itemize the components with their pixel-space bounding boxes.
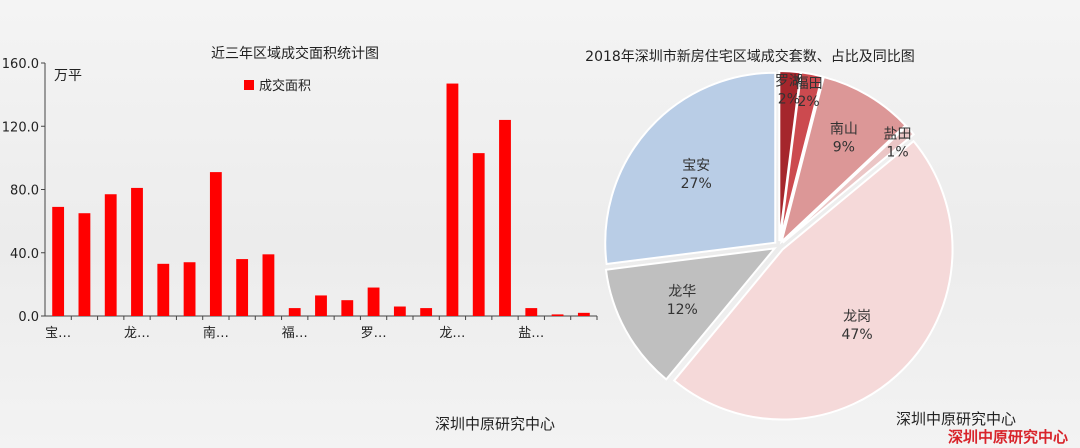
pie-chart-title: 2018年深圳市新房住宅区域成交套数、占比及同比图 [585, 48, 915, 65]
bar [262, 254, 275, 316]
pie-slice-percent: 2% [797, 94, 819, 110]
pie-slice-name: 福田 [795, 76, 823, 92]
pie-slice-name: 龙华 [668, 284, 696, 300]
pie-slice-name: 盐田 [884, 127, 912, 143]
bars [52, 83, 590, 317]
pie-slice [782, 124, 916, 244]
bar [525, 308, 538, 316]
bar [367, 287, 380, 316]
bar-chart-title: 近三年区域成交面积统计图 [211, 45, 379, 62]
bar [157, 263, 170, 316]
bar [420, 308, 433, 316]
bar-chart: 近三年区域成交面积统计图 万平 成交面积 0.0 40.0 80.0 120.0 160… [2, 45, 598, 433]
bar [104, 194, 117, 316]
x-tick-label: 福… [282, 326, 308, 341]
bar [393, 306, 406, 316]
bar [78, 213, 91, 316]
bar [288, 308, 301, 316]
pie-slices [604, 70, 954, 421]
y-tick-label: 120.0 [2, 120, 39, 135]
bar [131, 187, 143, 316]
pie-slice [778, 71, 824, 242]
y-tick-label: 40.0 [10, 247, 39, 262]
x-tick-label: 盐… [518, 326, 544, 341]
x-tick-label: 龙… [439, 326, 465, 341]
bar [551, 314, 564, 316]
pie-slice-percent: 1% [886, 145, 908, 161]
pie-slice-percent: 9% [833, 139, 855, 155]
bar [577, 312, 590, 316]
x-labels: 宝… 龙… 南… 福… 罗… 龙… 盐… [45, 316, 598, 341]
y-tick-label: 80.0 [10, 184, 39, 199]
legend-label: 成交面积 [259, 78, 311, 94]
y-tick-label: 160.0 [2, 57, 39, 72]
bar [52, 206, 65, 316]
left-credit: 深圳中原研究中心 [435, 415, 555, 433]
right-credit: 深圳中原研究中心 [896, 410, 1016, 428]
bar [446, 83, 459, 317]
x-tick-label: 龙… [124, 326, 150, 341]
pie-slice-percent: 27% [681, 176, 712, 192]
bar [499, 119, 511, 316]
pie-slice-name: 罗湖 [775, 73, 803, 89]
pie-slice-percent: 12% [667, 302, 698, 318]
pie-slice [604, 71, 777, 266]
pie-slice-name: 南山 [830, 121, 858, 137]
pie-slice [672, 139, 954, 421]
x-tick-label: 宝… [45, 326, 71, 341]
y-ticks: 0.0 40.0 80.0 120.0 160.0 [2, 57, 45, 325]
pie-slice [779, 75, 907, 245]
x-tick-label: 罗… [361, 326, 387, 341]
pie-slice-name: 龙岗 [843, 309, 871, 325]
bar [341, 300, 354, 316]
bar [472, 153, 485, 316]
legend-swatch [244, 80, 254, 90]
y-axis-unit: 万平 [54, 68, 82, 84]
bar [183, 262, 196, 316]
bar [315, 295, 327, 316]
x-tick-label: 南… [203, 325, 229, 341]
y-tick-label: 0.0 [18, 310, 39, 325]
pie-slice [604, 247, 777, 381]
pie-slice-percent: 47% [842, 327, 873, 343]
bar [236, 259, 249, 316]
pie-slice-name: 宝安 [682, 158, 710, 174]
bar [209, 172, 222, 316]
watermark-text: 深圳中原研究中心 [948, 428, 1068, 446]
pie-slice-percent: 2% [778, 91, 800, 107]
